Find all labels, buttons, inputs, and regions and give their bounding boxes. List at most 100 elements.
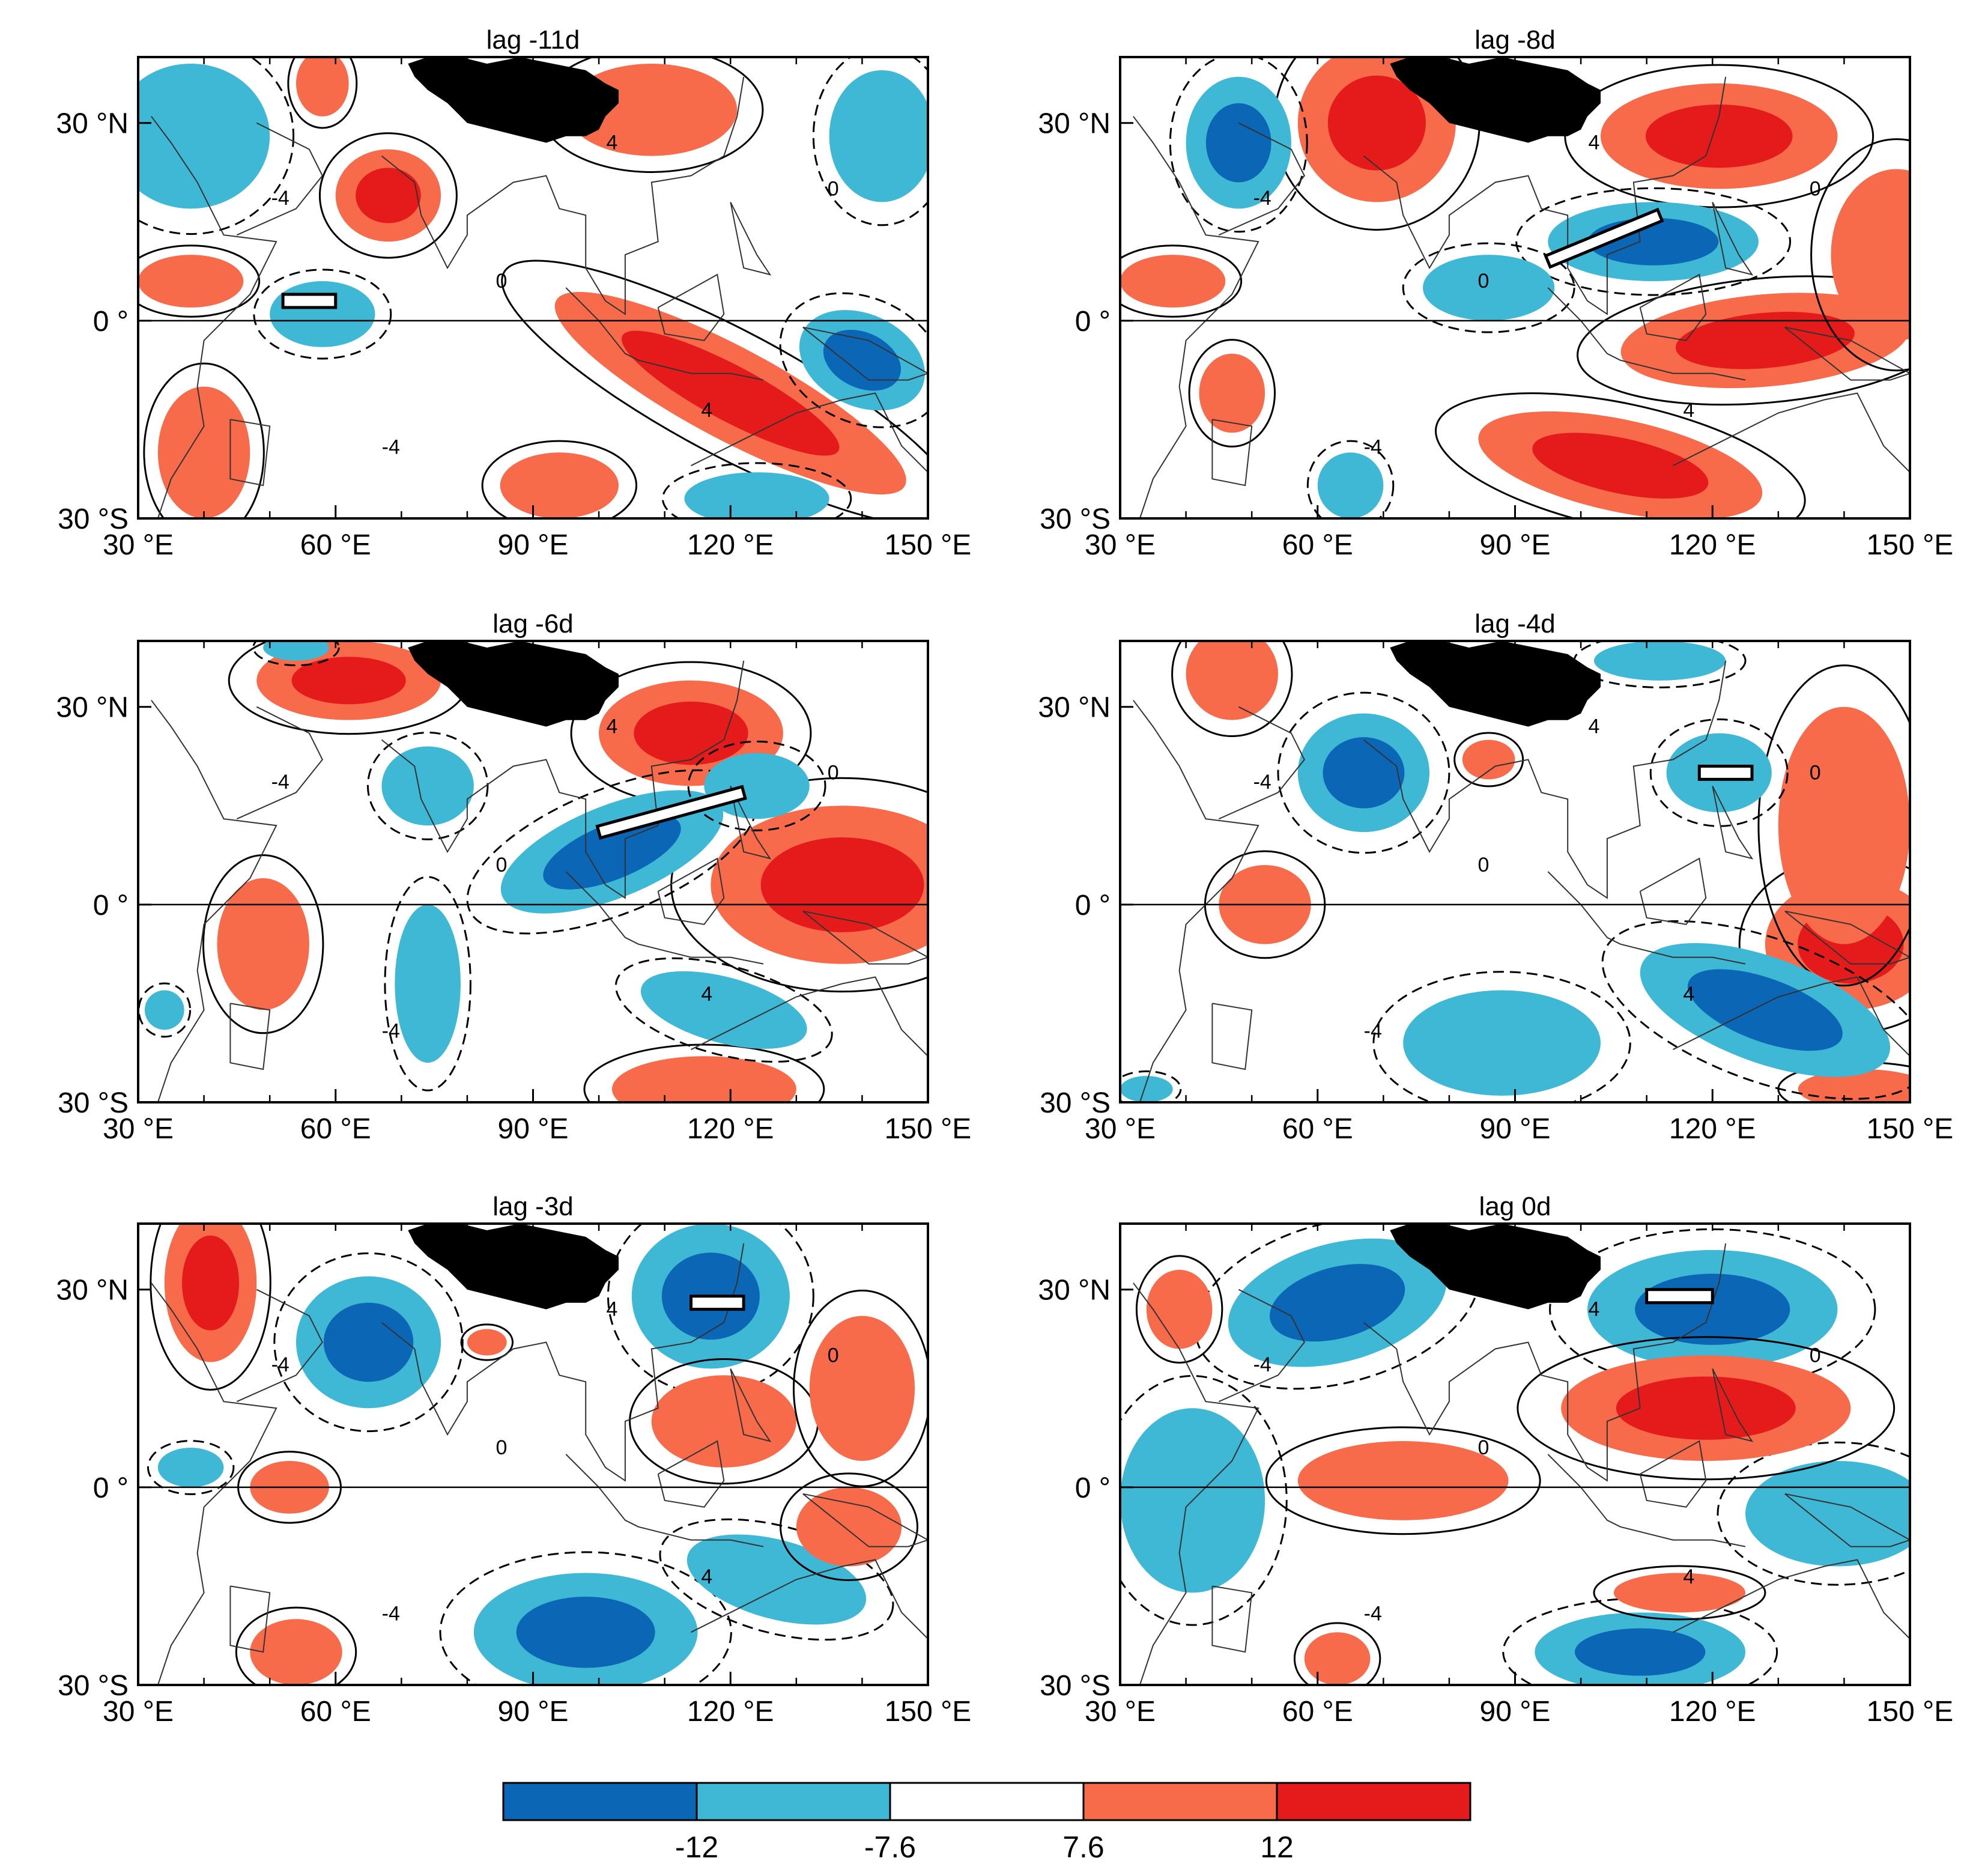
australia-coastline: [691, 392, 928, 473]
colorbar-segment: [1276, 1782, 1471, 1821]
asia-coastline: [381, 660, 745, 899]
contour-label: -4: [382, 1019, 400, 1042]
negative-anomaly-area: [270, 281, 375, 347]
positive-contour-line: [1453, 732, 1524, 788]
contour-label: 0: [828, 761, 839, 784]
y-tick-label: 30 °N: [56, 692, 129, 724]
x-tick-label: 150 °E: [885, 1696, 972, 1728]
negative-contour-line: [1402, 242, 1575, 333]
colorbar-segment: [696, 1782, 891, 1821]
contour-label: 0: [1477, 1436, 1489, 1459]
new-guinea-coastline: [802, 910, 928, 965]
strong-negative-core: [543, 814, 681, 890]
x-tick-label: 150 °E: [1867, 1696, 1954, 1728]
map-panel: -4 0 4 -4 0 4 30 °E 60 °E 90 °E 120 °E 150 °E 30 °N…: [56, 25, 971, 561]
x-tick-label: 120 °E: [687, 1113, 774, 1145]
positive-anomaly-area: [809, 1316, 915, 1461]
africa-coastline: [151, 1283, 277, 1685]
strong-positive-core: [1616, 1376, 1796, 1440]
strong-negative-core: [516, 1596, 655, 1668]
negative-anomaly-area: [829, 70, 928, 202]
x-tick-label: 30 °E: [103, 1113, 174, 1145]
strong-positive-core: [621, 330, 840, 456]
africa-coastline: [1133, 1283, 1259, 1685]
reference-box: [1544, 207, 1664, 269]
contour-label: 0: [1477, 854, 1489, 876]
contour-label: -4: [1364, 1019, 1382, 1042]
arabia-coastline: [236, 122, 323, 236]
negative-contour-line: [659, 1518, 894, 1641]
x-tick-label: 30 °E: [1085, 529, 1156, 561]
africa-coastline: [151, 700, 277, 1102]
negative-anomaly-area: [1594, 641, 1726, 681]
positive-contour-line: [287, 57, 358, 129]
negative-anomaly-area: [1120, 1076, 1173, 1102]
negative-contour-line: [812, 57, 928, 226]
madagascar-coastline: [229, 1003, 271, 1070]
y-tick-label: 30 °N: [56, 1275, 129, 1307]
contour-label: 4: [1589, 1298, 1600, 1321]
x-tick-label: 90 °E: [1480, 1696, 1551, 1728]
negative-contour-line: [1306, 440, 1395, 518]
new-guinea-coastline: [1784, 1493, 1910, 1547]
positive-anomaly-area: [500, 452, 619, 518]
reference-box: [595, 785, 747, 840]
negative-contour-line: [252, 641, 340, 667]
contour-label: 0: [1477, 270, 1489, 293]
arabia-coastline: [236, 706, 323, 820]
contour-label: -4: [382, 436, 400, 458]
asia-coastline: [1363, 660, 1727, 899]
positive-contour-line: [1435, 392, 1806, 518]
strong-negative-core: [323, 1302, 414, 1382]
colorbar-label: 7.6: [1062, 1830, 1105, 1864]
tibetan-plateau-mask: [408, 641, 619, 727]
panel-title: lag -3d: [492, 1192, 574, 1221]
negative-contour-line: [273, 1252, 464, 1433]
positive-anomaly-area: [296, 57, 349, 117]
negative-contour-line: [147, 1440, 235, 1495]
strong-positive-core: [634, 701, 748, 765]
map-panel: -4 0 4 -4 0 4 30 °E 60 °E 90 °E 120 °E 150 °E 30 °N…: [1038, 25, 1953, 561]
australia-coastline: [1673, 1559, 1910, 1639]
asia-coastline: [1363, 76, 1727, 315]
y-tick-label: 0 °: [1075, 1472, 1111, 1504]
y-tick-label: 0 °: [1075, 306, 1111, 338]
madagascar-coastline: [229, 1585, 271, 1653]
contour-label: 4: [1683, 983, 1694, 1006]
negative-contour-line: [1277, 691, 1450, 854]
contour-label: 4: [701, 1565, 712, 1588]
y-tick-label: 30 °N: [56, 108, 129, 140]
contour-label: 4: [607, 1298, 618, 1321]
contour-label: 0: [828, 177, 839, 200]
contour-label: 0: [1810, 177, 1821, 200]
x-tick-label: 120 °E: [1669, 1113, 1756, 1145]
y-tick-label: 0 °: [93, 306, 129, 338]
philippines-coastline: [1712, 785, 1754, 860]
strong-positive-core: [1675, 312, 1855, 369]
map-panel: -4 0 4 -4 0 4 30 °E 60 °E 90 °E 120 °E 150 °E 30 °N…: [1038, 1192, 1954, 1728]
borneo-coastline: [657, 273, 725, 341]
arabia-coastline: [1218, 1289, 1305, 1403]
contour-label: 0: [496, 270, 507, 293]
strong-positive-core: [181, 1235, 240, 1331]
negative-contour-line: [366, 732, 489, 840]
tibetan-plateau-mask: [408, 57, 619, 143]
negative-contour-line: [138, 982, 192, 1038]
contour-label: -4: [1253, 1353, 1271, 1376]
borneo-coastline: [657, 1440, 725, 1508]
contour-label: -4: [1364, 436, 1382, 458]
positive-contour-line: [150, 1224, 271, 1391]
arabia-coastline: [236, 1289, 323, 1403]
x-tick-label: 60 °E: [1282, 529, 1353, 561]
positive-anomaly-area: [1120, 255, 1226, 308]
y-tick-label: 30 °N: [1038, 1275, 1111, 1307]
x-tick-label: 90 °E: [498, 1696, 569, 1728]
new-guinea-coastline: [802, 326, 928, 381]
positive-anomaly-area: [1778, 706, 1910, 944]
contour-label: 0: [828, 1344, 839, 1367]
x-tick-label: 120 °E: [1669, 1696, 1756, 1728]
philippines-coastline: [1712, 1368, 1754, 1442]
positive-anomaly-area: [217, 878, 309, 1010]
negative-contour-line: [1372, 971, 1631, 1102]
positive-contour-line: [235, 1606, 357, 1685]
